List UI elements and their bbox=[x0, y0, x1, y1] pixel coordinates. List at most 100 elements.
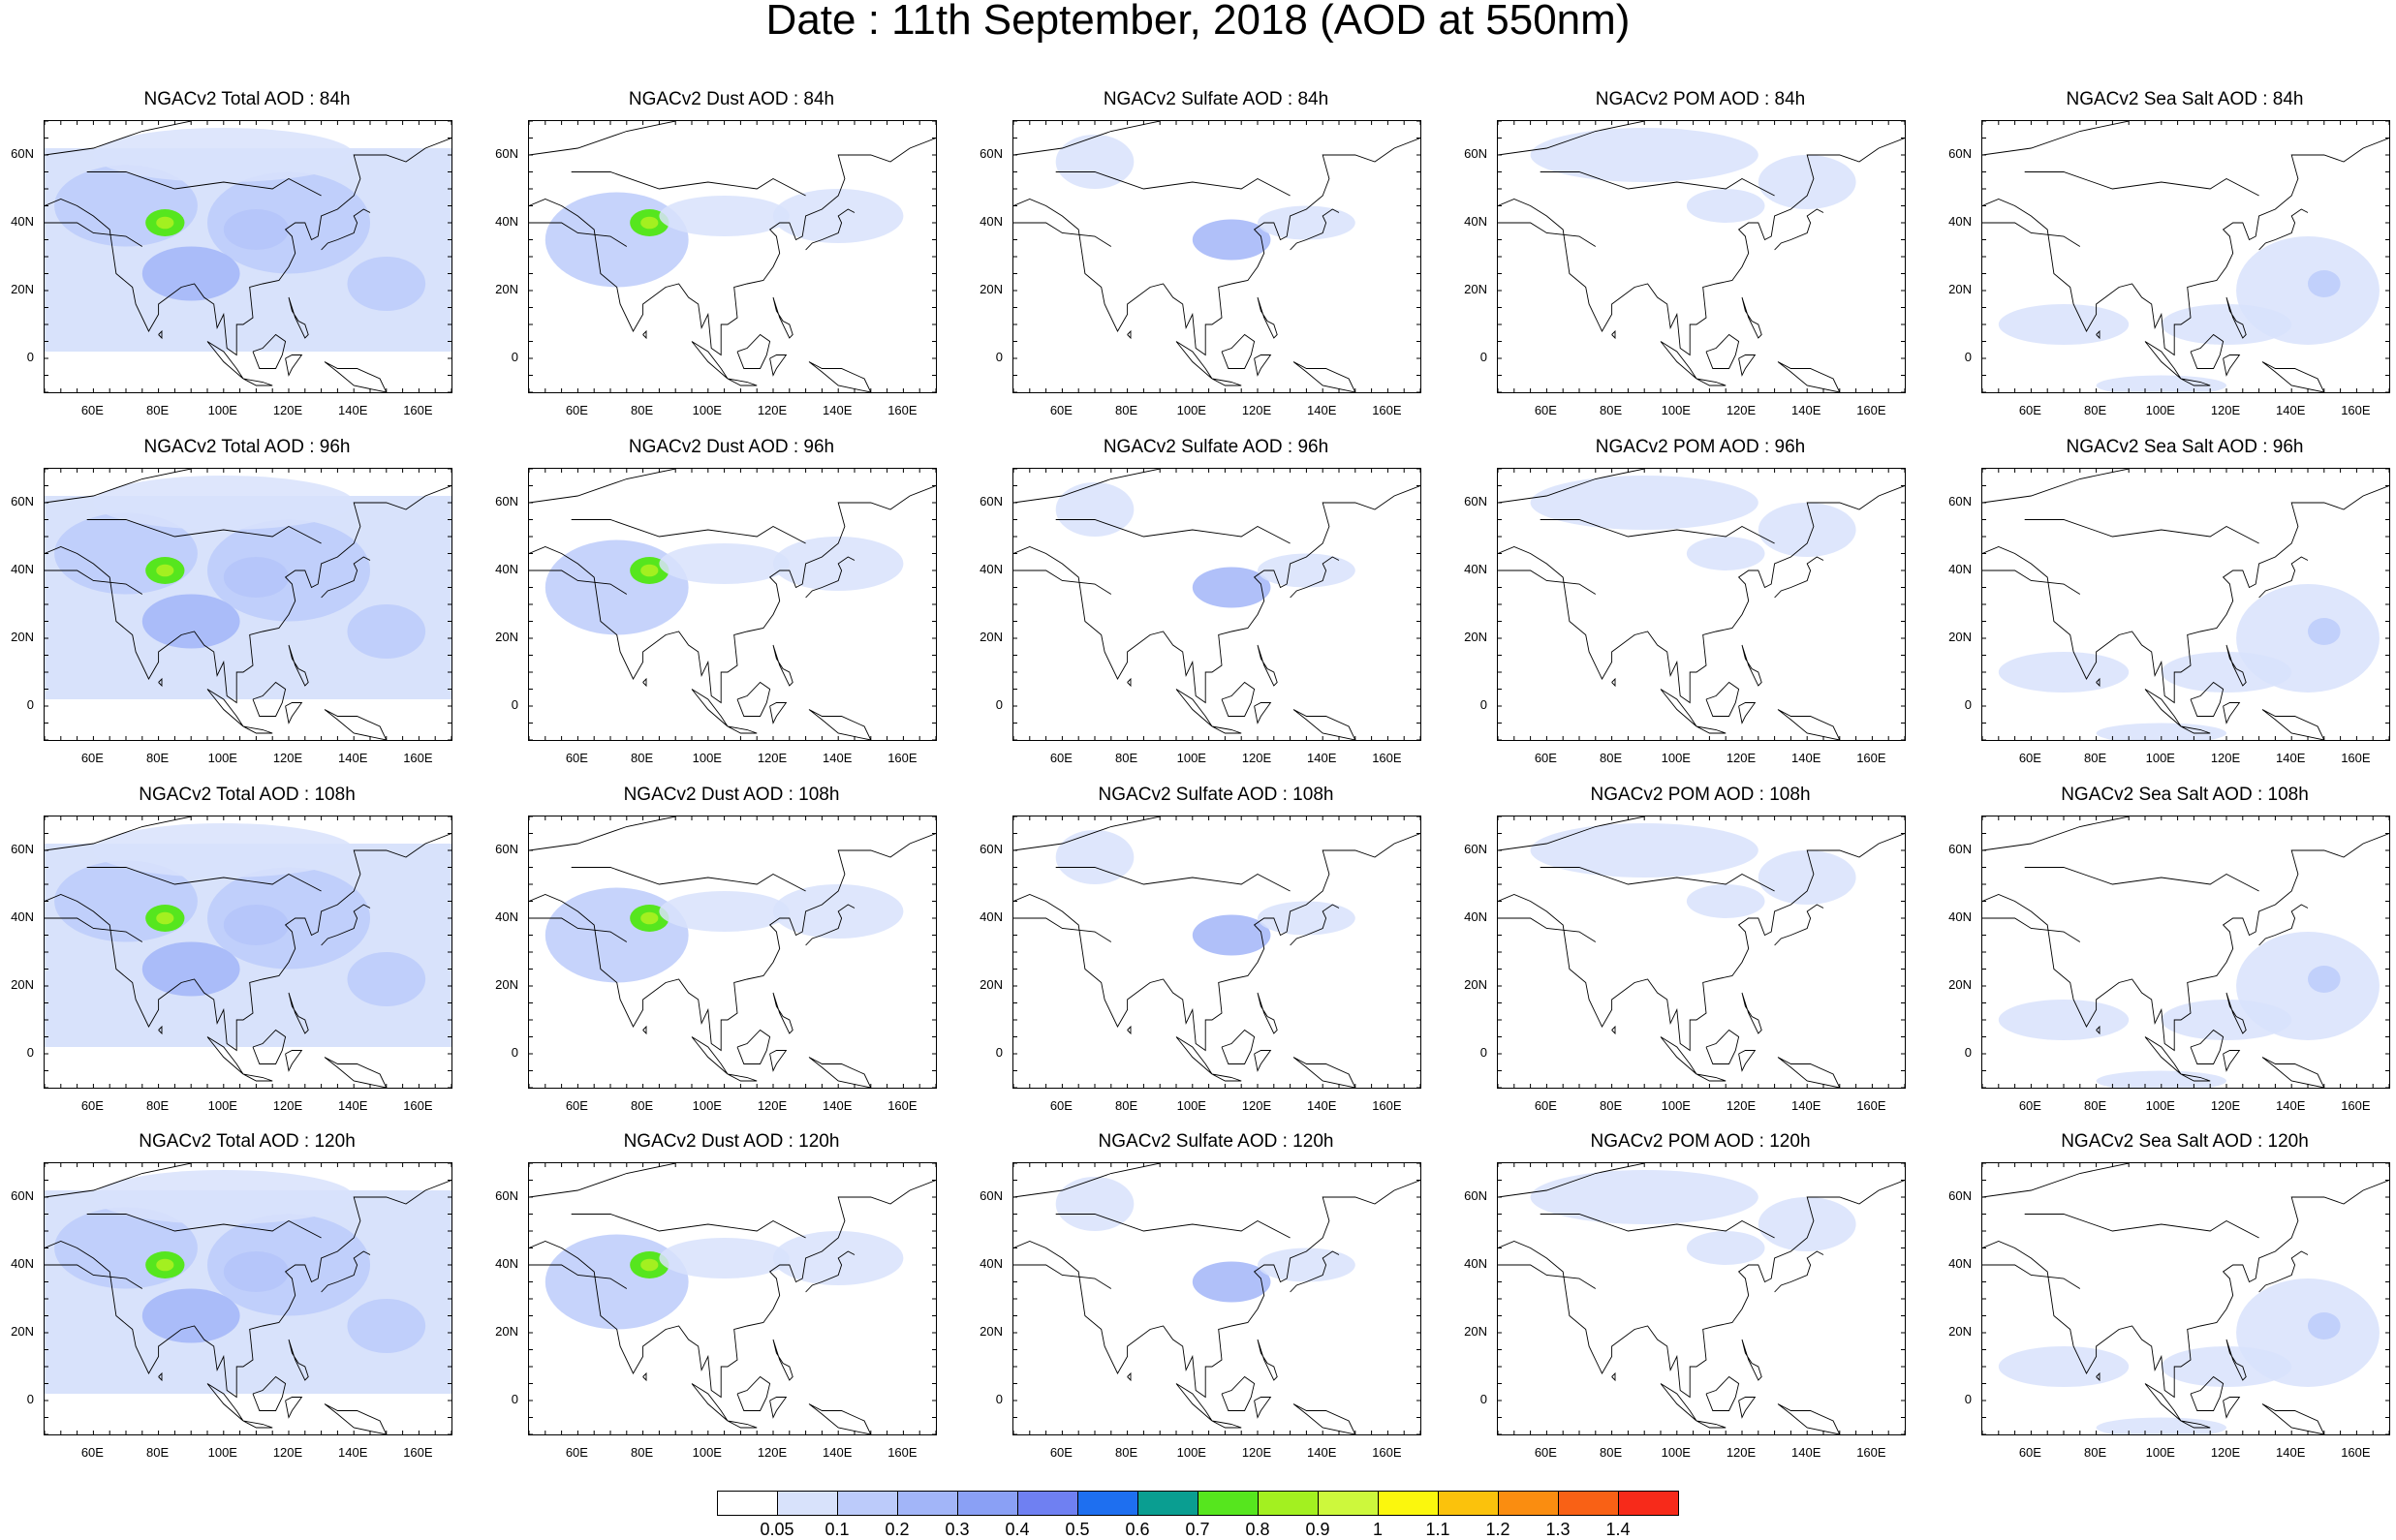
aod-plume-core bbox=[640, 216, 659, 230]
aod-plume bbox=[2161, 1000, 2292, 1040]
aod-map bbox=[1497, 120, 1906, 393]
x-tick-label: 100E bbox=[692, 403, 722, 417]
colorbar-swatch bbox=[1318, 1491, 1379, 1516]
coastline bbox=[1221, 1375, 1256, 1411]
y-tick-label: 0 bbox=[26, 1392, 34, 1406]
coastline bbox=[324, 709, 388, 740]
coastline bbox=[1738, 1050, 1757, 1072]
y-tick-label: 60N bbox=[11, 842, 34, 856]
coastline bbox=[1982, 816, 2130, 851]
y-tick-label: 40N bbox=[11, 214, 34, 229]
y-tick-label: 60N bbox=[11, 146, 34, 161]
x-tick-label: 140E bbox=[823, 1445, 853, 1460]
aod-map bbox=[1012, 468, 1421, 741]
x-tick-label: 100E bbox=[1661, 403, 1691, 417]
x-tick-label: 80E bbox=[1115, 403, 1138, 417]
coastline bbox=[529, 570, 628, 595]
x-tick-label: 100E bbox=[1661, 1098, 1691, 1113]
x-tick-label: 120E bbox=[1726, 403, 1757, 417]
coastline bbox=[158, 1025, 163, 1035]
x-tick-label: 60E bbox=[80, 1098, 104, 1113]
x-tick-label: 140E bbox=[1791, 403, 1821, 417]
coastline bbox=[642, 1025, 647, 1035]
coastline bbox=[2261, 709, 2325, 740]
colorbar-label: 0.2 bbox=[885, 1520, 910, 1539]
coastline bbox=[769, 1050, 788, 1072]
aod-plume bbox=[1530, 128, 1758, 182]
aod-plume bbox=[1192, 567, 1271, 608]
coastline bbox=[1611, 1025, 1616, 1035]
colorbar-swatch bbox=[717, 1491, 778, 1516]
coastline bbox=[45, 222, 143, 247]
coastline bbox=[1127, 677, 1132, 688]
y-tick-label: 20N bbox=[1464, 1324, 1487, 1339]
x-tick-label: 140E bbox=[1791, 751, 1821, 765]
coastline bbox=[772, 992, 793, 1034]
coastline bbox=[1055, 519, 1291, 544]
aod-plume bbox=[2161, 304, 2292, 345]
x-tick-label: 60E bbox=[565, 403, 588, 417]
aod-plume bbox=[1258, 901, 1355, 936]
coastline bbox=[252, 333, 287, 369]
coastline bbox=[2144, 341, 2182, 380]
x-tick-label: 60E bbox=[2018, 1445, 2041, 1460]
aod-plume bbox=[2096, 1417, 2226, 1434]
x-tick-label: 160E bbox=[403, 1098, 433, 1113]
coastline bbox=[2096, 1371, 2100, 1382]
x-tick-label: 60E bbox=[80, 403, 104, 417]
y-tick-label: 60N bbox=[1948, 842, 1972, 856]
coastline bbox=[1013, 570, 1112, 595]
colorbar-label: 0.1 bbox=[825, 1520, 850, 1539]
x-tick-label: 140E bbox=[338, 403, 368, 417]
coastline bbox=[772, 644, 793, 687]
coastline bbox=[529, 485, 936, 704]
panel-title: NGACv2 Dust AOD : 96h bbox=[628, 437, 835, 457]
aod-map bbox=[1012, 120, 1421, 393]
x-tick-label: 160E bbox=[2341, 403, 2371, 417]
coastline bbox=[1498, 833, 1905, 1052]
x-tick-label: 80E bbox=[631, 1098, 654, 1113]
coastline bbox=[321, 556, 371, 599]
coastline bbox=[1211, 725, 1242, 734]
panel-title: NGACv2 Total AOD : 84h bbox=[143, 89, 351, 109]
x-tick-label: 120E bbox=[757, 751, 788, 765]
x-tick-label: 80E bbox=[1115, 751, 1138, 765]
aod-plume bbox=[1258, 1247, 1355, 1282]
x-tick-label: 60E bbox=[1534, 1445, 1557, 1460]
y-tick-label: 40N bbox=[1948, 214, 1972, 229]
x-tick-label: 100E bbox=[2145, 751, 2175, 765]
coastline bbox=[1211, 1073, 1242, 1082]
coastline bbox=[2225, 992, 2247, 1034]
map-panel-total-3: NGACv2 Total AOD : 120h 60N 40N 20N 0 60E 80E 1… bbox=[11, 1131, 452, 1460]
coastline bbox=[206, 1036, 244, 1075]
coastline bbox=[45, 833, 451, 1052]
coastline bbox=[642, 677, 647, 688]
x-tick-label: 120E bbox=[757, 1445, 788, 1460]
aod-map bbox=[44, 120, 452, 393]
aod-map bbox=[44, 1162, 452, 1435]
aod-map bbox=[44, 468, 452, 741]
x-tick-label: 160E bbox=[2341, 1098, 2371, 1113]
coastline bbox=[1498, 485, 1905, 704]
coastline bbox=[1982, 570, 2081, 595]
coastline bbox=[1175, 341, 1213, 380]
coastline bbox=[242, 725, 273, 734]
aod-plume bbox=[1686, 537, 1765, 570]
coastline bbox=[2258, 904, 2309, 946]
colorbar-swatch bbox=[897, 1491, 958, 1516]
x-tick-label: 160E bbox=[1372, 403, 1402, 417]
x-tick-label: 80E bbox=[2084, 403, 2107, 417]
y-tick-label: 60N bbox=[1948, 146, 1972, 161]
coastline bbox=[158, 329, 163, 340]
y-tick-label: 0 bbox=[995, 1392, 1003, 1406]
panel-title: NGACv2 Sulfate AOD : 108h bbox=[1098, 785, 1334, 805]
coastline bbox=[727, 1073, 758, 1082]
x-tick-label: 80E bbox=[1600, 751, 1623, 765]
y-tick-label: 40N bbox=[980, 1256, 1003, 1271]
x-tick-label: 160E bbox=[403, 403, 433, 417]
aod-map bbox=[528, 120, 937, 393]
coastline bbox=[1705, 333, 1740, 369]
y-tick-label: 20N bbox=[1464, 282, 1487, 296]
coastline bbox=[1013, 917, 1112, 942]
y-tick-label: 20N bbox=[980, 282, 1003, 296]
